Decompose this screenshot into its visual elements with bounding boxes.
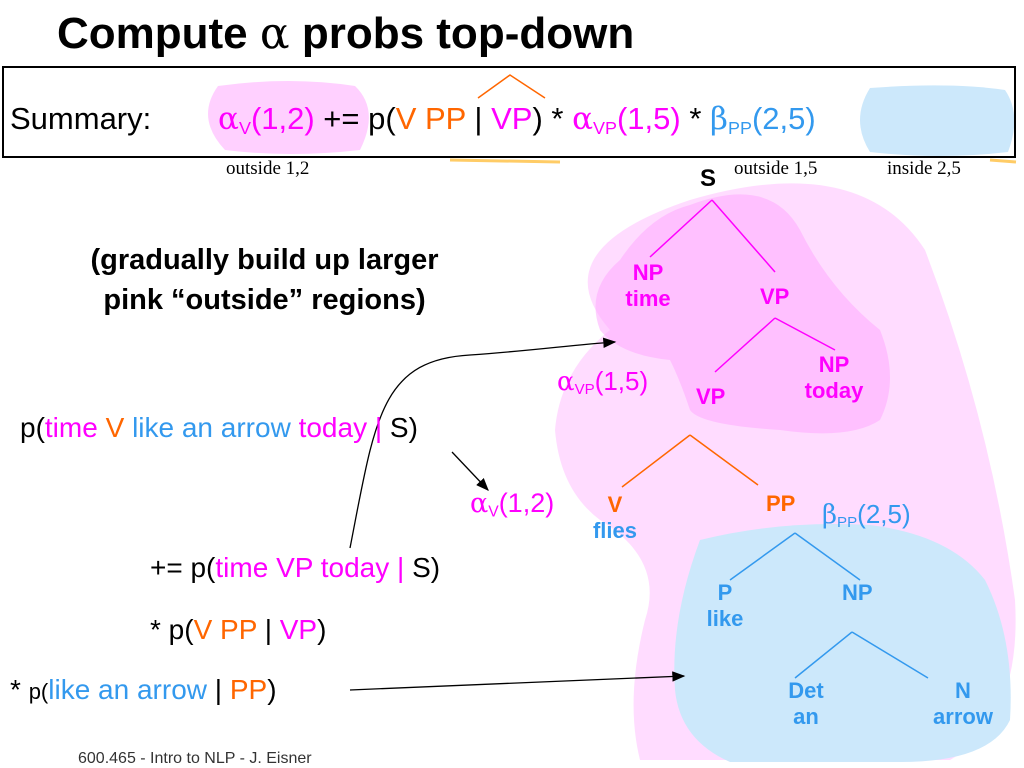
note-outside-15: outside 1,5 [734, 158, 818, 179]
tree-node-np-time: NP time [625, 260, 671, 311]
outside-region-inner [595, 194, 890, 434]
tree-node-np-today: NP today [804, 352, 864, 403]
edge-vp-vp [714, 317, 776, 373]
edge-pp-np [794, 532, 861, 581]
edge-vp-pp [689, 434, 759, 486]
tree-node-vp-inner: VP [696, 384, 726, 409]
summary-formula: αV(1,2) += p(V PP | VP) * αVP(1,5) * βPP… [218, 101, 816, 139]
alpha-v-label: αV(1,2) [470, 488, 555, 521]
subheading: (gradually build up larger pink “outside… [90, 244, 439, 316]
note-inside-25: inside 2,5 [887, 158, 961, 179]
summary-caret [477, 74, 546, 99]
beta-pp-label: βPP(2,5) [822, 499, 911, 532]
summary-beta-pp: βPP(2,5) [710, 101, 816, 139]
footer-credit: 600.465 - Intro to NLP - J. Eisner [78, 750, 312, 767]
equation-4: * p(like an arrow | PP) [10, 674, 277, 705]
summary-box [2, 66, 1016, 158]
alpha-symbol: α [259, 8, 290, 59]
tree-node-np-lower: NP [842, 580, 873, 605]
tree-node-det-an: Det an [788, 678, 824, 729]
summary-orange-mark-left [449, 158, 561, 164]
equation-2: += p(time VP today | S) [150, 552, 441, 583]
tree-node-s: S [700, 165, 717, 192]
summary-orange-mark-right [989, 158, 1017, 164]
equation-3: * p(V PP | VP) [150, 614, 327, 645]
arrow-eq2-to-np-time [349, 337, 617, 549]
tree-node-pp: PP [766, 491, 796, 516]
edge-vp-np [774, 317, 836, 351]
arrow-eq4-to-inside-region [349, 671, 686, 691]
arrow-eq1-to-alpha-v [451, 451, 489, 491]
tree-node-vp-top: VP [760, 284, 790, 309]
summary-beta-pp-highlight [860, 85, 1015, 156]
edge-s-np [649, 199, 713, 258]
equation-1: p(time V like an arrow today | S) [20, 412, 418, 443]
summary-label: Summary: [10, 101, 152, 136]
edge-np-n [851, 631, 929, 679]
inside-region-pp [674, 524, 1011, 762]
summary-alpha-v: αV(1,2) [218, 101, 315, 139]
edge-s-vp [711, 199, 776, 273]
edge-pp-p [729, 532, 796, 581]
alpha-vp-label: αVP(1,5) [557, 366, 649, 399]
page-title: Compute α probs top-down [57, 8, 635, 59]
summary-alpha-v-highlight [208, 81, 369, 154]
summary-alpha-vp: αVP(1,5) [572, 101, 681, 139]
edge-vp-v [621, 434, 691, 488]
edge-np-det [794, 631, 853, 679]
note-outside-12: outside 1,2 [226, 158, 310, 179]
